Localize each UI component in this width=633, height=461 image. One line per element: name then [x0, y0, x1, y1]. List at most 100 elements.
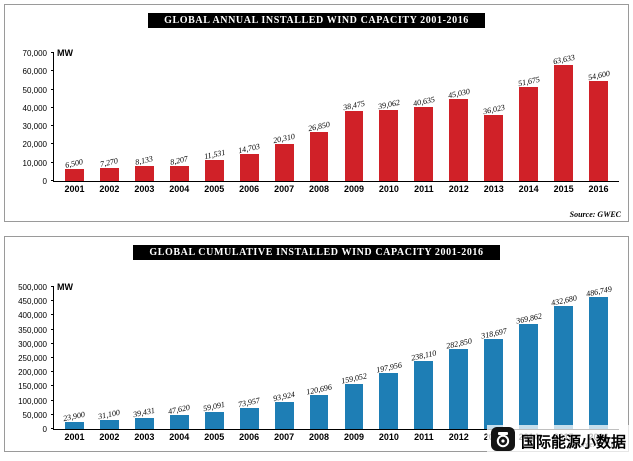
y-axis-tick-label: 50,000	[22, 410, 47, 420]
bar	[519, 323, 539, 429]
bar-group: 8,133 2003	[127, 53, 162, 194]
chart-title-row: GLOBAL ANNUAL INSTALLED WIND CAPACITY 20…	[5, 10, 628, 28]
x-axis-label: 2001	[64, 184, 85, 194]
bar-group: 20,310 2007	[267, 53, 302, 194]
y-axis-tick-label: 300,000	[18, 339, 47, 349]
bar	[169, 415, 189, 429]
x-axis-label: 2013	[483, 184, 504, 194]
bar-value-label: 282,850	[445, 336, 473, 351]
bar	[344, 383, 364, 429]
bar	[239, 154, 259, 181]
bar	[65, 422, 84, 429]
watermark: 国际能源小数据	[486, 425, 629, 458]
bars: 6,500 2001 7,270 2002 8,133 2003 8,207 2004 11,5…	[54, 52, 619, 194]
bar-group: 11,531 2005	[197, 53, 232, 194]
bar	[204, 159, 224, 181]
x-axis-label: 2007	[274, 432, 295, 442]
y-axis-unit-label: MW	[57, 282, 73, 292]
bar-group: 47,620 2004	[162, 287, 197, 442]
x-axis-label: 2012	[448, 184, 469, 194]
bar	[414, 106, 434, 181]
y-axis-tick-label: 450,000	[18, 297, 47, 307]
bar	[239, 408, 259, 429]
y-axis-tick-label: 250,000	[18, 354, 47, 363]
camera-logo-icon	[490, 426, 516, 457]
y-axis-tick-label: 60,000	[22, 67, 47, 77]
bar	[309, 131, 329, 181]
chart-title: GLOBAL ANNUAL INSTALLED WIND CAPACITY 20…	[148, 13, 485, 28]
y-axis-tick-label: 10,000	[22, 158, 47, 168]
bar	[65, 169, 84, 181]
x-axis-label: 2002	[99, 184, 120, 194]
x-axis-label: 2010	[378, 432, 399, 442]
y-axis-tick-label: 70,000	[22, 49, 47, 58]
y-axis-tick-label: 40,000	[22, 103, 47, 113]
bar	[554, 306, 574, 429]
bar	[134, 166, 154, 181]
bar-group: 73,957 2006	[232, 287, 267, 442]
bar-group: 40,635 2011	[406, 53, 441, 194]
bar	[414, 361, 434, 429]
x-axis-label: 2011	[414, 432, 434, 442]
bar-group: 7,270 2002	[92, 53, 127, 194]
bar-group: 197,956 2010	[371, 287, 406, 442]
bar-group: 14,703 2006	[232, 53, 267, 194]
chart-title: GLOBAL CUMULATIVE INSTALLED WIND CAPACIT…	[133, 245, 500, 260]
bar	[169, 166, 189, 181]
bar-group: 38,475 2009	[337, 53, 372, 194]
y-axis-tick-label: 30,000	[22, 122, 47, 132]
bar-group: 238,110 2011	[406, 287, 441, 442]
bar-group: 26,850 2008	[302, 53, 337, 194]
y-axis-unit-label: MW	[57, 48, 73, 58]
plot-area: MW 0 50,000 100,000 150,000 200,000 250,000 30…	[18, 282, 619, 442]
bar	[484, 115, 504, 181]
x-axis-label: 2010	[378, 184, 399, 194]
y-axis-tick-label: 20,000	[22, 140, 47, 150]
bar-group: 8,207 2004	[162, 53, 197, 194]
x-axis-label: 2003	[134, 184, 155, 194]
y-axis-tick-label: 0	[42, 425, 47, 434]
y-axis-tick-label: 400,000	[18, 311, 47, 321]
x-axis-label: 2014	[518, 184, 539, 194]
bar	[519, 86, 539, 181]
bars: 23,900 2001 31,100 2002 39,431 2003 47,620 2004…	[54, 284, 619, 442]
x-axis-label: 2005	[204, 432, 225, 442]
bar-value-label: 318,697	[480, 325, 508, 341]
bar-group: 63,633 2015	[546, 52, 581, 194]
x-axis-label: 2009	[343, 184, 364, 194]
x-axis-label: 2008	[309, 432, 330, 442]
bar-group: 486,7492016	[581, 284, 616, 442]
plot-area: MW 0 10,000 20,000 30,000 40,000 50,000 60,000…	[23, 48, 619, 194]
bar-group: 31,100 2002	[92, 287, 127, 442]
bar-group: 120,696 2008	[302, 287, 337, 442]
bar	[554, 64, 574, 181]
bar-group: 54,600 2016	[581, 53, 616, 194]
y-axis-tick-label: 0	[42, 177, 47, 186]
x-axis-label: 2006	[239, 184, 260, 194]
x-axis-label: 2005	[204, 184, 225, 194]
bar-group: 318,6972013	[476, 287, 511, 442]
bar	[379, 109, 399, 181]
annual-capacity-chart-panel: GLOBAL ANNUAL INSTALLED WIND CAPACITY 20…	[4, 4, 629, 222]
bar	[274, 143, 294, 181]
x-axis-label: 2004	[169, 184, 190, 194]
bar-value-label: 8,207	[169, 154, 190, 167]
bar	[309, 394, 329, 429]
bar-group: 23,900 2001	[57, 287, 92, 442]
x-axis-label: 2001	[64, 432, 85, 442]
bar-group: 39,062 2010	[371, 53, 406, 194]
chart-title-row: GLOBAL CUMULATIVE INSTALLED WIND CAPACIT…	[5, 242, 628, 260]
y-axis-tick-label: 350,000	[18, 325, 47, 335]
x-axis-label: 2007	[274, 184, 295, 194]
bar	[379, 372, 399, 429]
bar-group: 59,091 2005	[197, 287, 232, 442]
x-axis-label: 2006	[239, 432, 260, 442]
bar	[484, 338, 504, 429]
bar-value-label: 8,133	[134, 154, 155, 167]
bar-group: 93,924 2007	[267, 287, 302, 442]
x-axis-label: 2004	[169, 432, 190, 442]
x-axis-label: 2003	[134, 432, 155, 442]
bar-group: 45,030 2012	[441, 53, 476, 194]
bar-group: 51,675 2014	[511, 53, 546, 194]
x-axis-label: 2011	[414, 184, 434, 194]
